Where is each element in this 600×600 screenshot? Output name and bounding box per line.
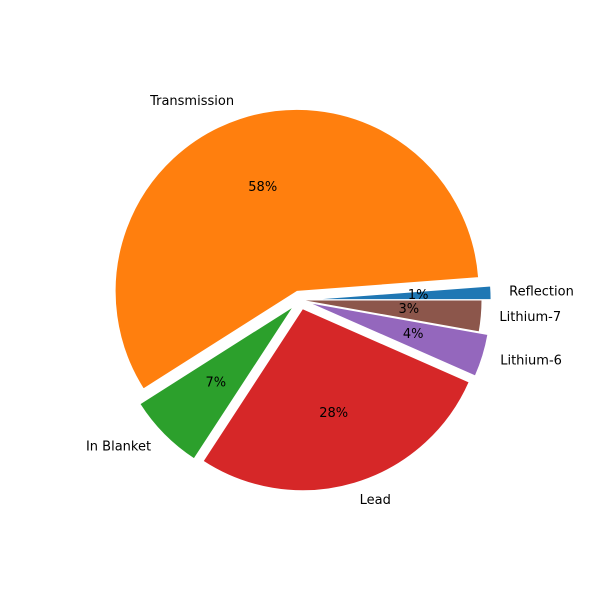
slice-label-lithium-6: Lithium-6 [500, 353, 562, 368]
pie-slice-lead [202, 308, 470, 492]
pie-slice-reflection [309, 285, 492, 301]
slice-percent-reflection: 1% [408, 288, 429, 303]
pie-labels: Reflection 1% Transmission 58% In Blanket 7% L… [86, 94, 574, 508]
pie-slice-transmission [114, 108, 480, 390]
slice-label-lithium-7: Lithium-7 [499, 310, 561, 325]
slice-percent-lead: 28% [319, 406, 348, 421]
slice-label-lead: Lead [360, 493, 391, 508]
slice-percent-in-blanket: 7% [206, 376, 227, 391]
slice-percent-transmission: 58% [248, 180, 277, 195]
slice-percent-lithium-7: 3% [398, 302, 419, 317]
slice-percent-lithium-6: 4% [403, 327, 424, 342]
slice-label-transmission: Transmission [149, 94, 234, 109]
pie-slice-lithium-6 [308, 302, 489, 377]
pie-wedges [114, 108, 492, 492]
slice-label-in-blanket: In Blanket [86, 440, 151, 455]
pie-slice-in-blanket [139, 305, 294, 460]
pie-slice-lithium-7 [299, 299, 483, 333]
slice-label-reflection: Reflection [509, 285, 574, 300]
